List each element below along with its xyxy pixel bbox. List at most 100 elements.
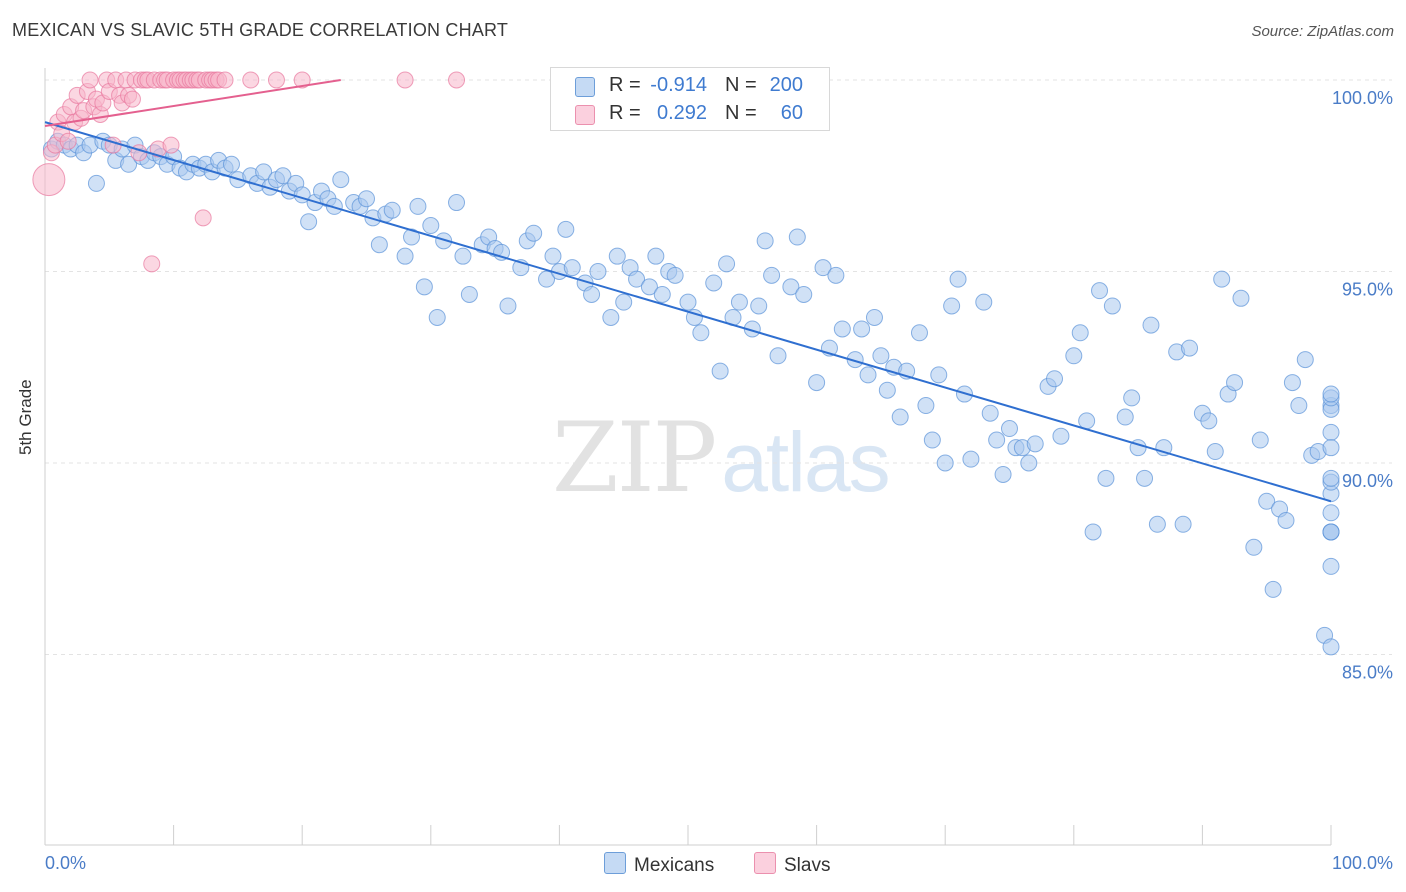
mexicans-point — [782, 278, 800, 296]
x-tick-label: 0.0% — [45, 853, 86, 873]
chart-title: MEXICAN VS SLAVIC 5TH GRADE CORRELATION … — [12, 20, 509, 40]
mexicans-point — [878, 381, 896, 399]
mexicans-point — [730, 293, 748, 311]
bottom-legend-swatch-slavs — [754, 852, 776, 874]
mexicans-point — [891, 408, 909, 426]
mexicans-point — [448, 194, 466, 212]
slavs-trendline — [44, 79, 341, 127]
mexicans-point — [1123, 389, 1141, 407]
slavs-point — [267, 71, 285, 89]
mexicans-point — [1200, 412, 1218, 430]
slavs-point — [448, 71, 466, 89]
mexicans-point — [1078, 412, 1096, 430]
mexicans-point — [1052, 427, 1070, 445]
bottom-legend-slavs: Slavs — [754, 852, 830, 877]
y-tick-label: 95.0% — [1342, 280, 1393, 300]
mexicans-point — [833, 320, 851, 338]
mexicans-point — [1174, 515, 1192, 533]
slavs-point — [104, 136, 122, 154]
mexicans-point — [1322, 557, 1340, 575]
slavs-point — [32, 163, 66, 197]
legend-r-label: R = — [609, 74, 641, 96]
mexicans-point — [1232, 289, 1250, 307]
y-tick-label: 85.0% — [1342, 663, 1393, 683]
legend-swatch-slavs — [575, 105, 595, 125]
mexicans-point — [1322, 385, 1340, 403]
mexicans-point — [415, 278, 433, 296]
mexicans-point — [1020, 454, 1038, 472]
mexicans-point — [936, 454, 954, 472]
mexicans-point — [383, 201, 401, 219]
mexicans-point — [435, 232, 453, 250]
mexicans-point — [325, 197, 343, 215]
mexicans-point — [827, 266, 845, 284]
mexicans-point — [1181, 339, 1199, 357]
mexicans-point — [1001, 420, 1018, 438]
legend-r-label: R = — [609, 102, 641, 124]
legend-n-value: 60 — [775, 102, 803, 124]
mexicans-point — [300, 213, 318, 231]
mexicans-point — [358, 190, 375, 208]
mexicans-point — [853, 320, 871, 338]
mexicans-point — [769, 347, 787, 365]
mexicans-point — [1026, 435, 1044, 453]
mexicans-point — [608, 247, 626, 265]
mexicans-point — [87, 174, 105, 192]
mexicans-point — [538, 270, 556, 288]
bottom-legend-label: Mexicans — [634, 855, 715, 876]
slavs-point — [293, 71, 311, 89]
mexicans-point — [943, 297, 961, 315]
mexicans-point — [917, 397, 935, 415]
mexicans-point — [1097, 469, 1115, 487]
mexicans-trendline — [44, 121, 1332, 503]
mexicans-point — [1322, 439, 1340, 457]
x-tick-label: 100.0% — [1332, 853, 1393, 873]
mexicans-point — [705, 274, 723, 292]
mexicans-point — [120, 155, 138, 173]
mexicans-point — [750, 297, 768, 315]
mexicans-point — [763, 266, 781, 284]
mexicans-point — [332, 171, 350, 189]
mexicans-point — [1084, 523, 1102, 541]
mexicans-point — [1065, 347, 1083, 365]
mexicans-point — [975, 293, 993, 311]
mexicans-point — [1322, 469, 1340, 487]
mexicans-point — [692, 324, 710, 342]
y-tick-label: 90.0% — [1342, 471, 1393, 491]
legend-n-label: N = — [725, 102, 757, 124]
mexicans-point — [1142, 316, 1160, 334]
bottom-legend-swatch-mexicans — [604, 852, 626, 874]
mexicans-point — [255, 163, 273, 181]
mexicans-point — [422, 217, 440, 235]
mexicans-point — [1245, 538, 1263, 556]
mexicans-point — [653, 285, 671, 303]
mexicans-point — [602, 308, 620, 326]
mexicans-point — [460, 285, 478, 303]
mexicans-point — [1103, 297, 1121, 315]
mexicans-point — [1296, 351, 1314, 369]
y-tick-label: 100.0% — [1332, 88, 1393, 108]
mexicans-point — [711, 362, 729, 380]
slavs-point — [59, 132, 77, 150]
mexicans-point — [589, 263, 607, 280]
mexicans-point — [788, 228, 806, 246]
mexicans-point — [756, 232, 774, 250]
mexicans-point — [647, 247, 665, 265]
mexicans-point — [1258, 492, 1276, 510]
mexicans-point — [544, 247, 562, 265]
mexicans-point — [1322, 523, 1340, 541]
mexicans-point — [454, 247, 472, 265]
mexicans-point — [396, 247, 414, 265]
legend-swatch-mexicans — [575, 77, 595, 97]
mexicans-point — [795, 285, 813, 303]
slavs-point — [194, 209, 212, 227]
mexicans-point — [666, 266, 684, 284]
legend-r-value: 0.292 — [651, 102, 707, 124]
mexicans-point — [628, 270, 646, 288]
mexicans-point — [557, 220, 575, 238]
source-label: Source: ZipAtlas.com — [1251, 23, 1394, 40]
mexicans-point — [981, 404, 999, 422]
slavs-point — [143, 255, 161, 273]
bottom-legend-label: Slavs — [784, 855, 831, 876]
mexicans-point — [679, 293, 697, 311]
